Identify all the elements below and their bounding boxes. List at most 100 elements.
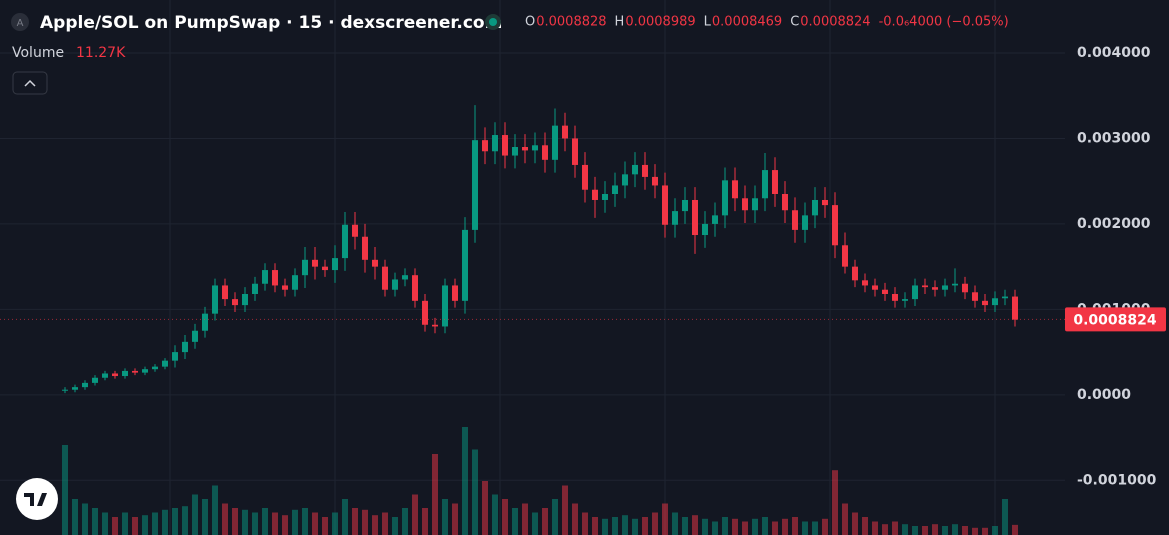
candle-body bbox=[62, 389, 68, 391]
candle-body bbox=[142, 369, 148, 373]
candle-body bbox=[262, 270, 268, 284]
candle-body bbox=[862, 280, 868, 286]
ohlc-legend: O 0.0008828 H 0.0008989 L 0.0008469 C 0.0008824… bbox=[525, 15, 1009, 30]
volume-bar bbox=[262, 508, 268, 535]
candle-body bbox=[582, 164, 588, 190]
candle-body bbox=[572, 138, 578, 165]
candle-body bbox=[332, 258, 338, 271]
candle-body bbox=[152, 366, 158, 370]
volume-bar bbox=[402, 508, 408, 535]
ohlc-key: O bbox=[525, 15, 535, 30]
candle-body bbox=[112, 373, 118, 377]
candle-body bbox=[552, 125, 558, 160]
candle-body bbox=[1012, 296, 1018, 320]
candle-body bbox=[302, 259, 308, 276]
candle-layer bbox=[62, 105, 1018, 394]
volume-bar bbox=[832, 470, 838, 535]
candle-body bbox=[122, 370, 128, 377]
volume-bar bbox=[622, 515, 628, 535]
volume-bar bbox=[392, 517, 398, 535]
candle-body bbox=[292, 275, 298, 290]
volume-bar bbox=[482, 481, 488, 535]
volume-bar bbox=[252, 512, 258, 535]
candle-body bbox=[392, 279, 398, 290]
volume-bar bbox=[472, 449, 478, 535]
candle-body bbox=[842, 245, 848, 267]
y-tick-label: 0.003000 bbox=[1077, 130, 1151, 146]
candle-body bbox=[562, 125, 568, 139]
volume-bar bbox=[852, 512, 858, 535]
candle-body bbox=[182, 341, 188, 353]
volume-bar bbox=[972, 527, 978, 535]
candle-body bbox=[922, 285, 928, 288]
volume-bar bbox=[442, 499, 448, 535]
volume-bar bbox=[782, 518, 788, 535]
candle-body bbox=[532, 145, 538, 151]
candle-body bbox=[272, 270, 278, 286]
candle-body bbox=[72, 387, 78, 390]
volume-bar bbox=[382, 512, 388, 535]
candle-body bbox=[382, 266, 388, 290]
grid bbox=[0, 0, 1065, 535]
volume-bar bbox=[412, 494, 418, 535]
volume-bar bbox=[102, 512, 108, 535]
volume-bar bbox=[152, 512, 158, 535]
candle-body bbox=[462, 229, 468, 301]
candle-body bbox=[482, 140, 488, 152]
candle-body bbox=[812, 199, 818, 216]
volume-bar bbox=[892, 521, 898, 535]
volume-bar bbox=[872, 521, 878, 535]
candle-body bbox=[352, 224, 358, 237]
candle-body bbox=[612, 185, 618, 195]
candle-body bbox=[102, 373, 108, 378]
volume-bar bbox=[602, 518, 608, 535]
volume-bar bbox=[652, 512, 658, 535]
logo-mark bbox=[24, 493, 47, 506]
candle-body bbox=[762, 170, 768, 199]
volume-bar bbox=[142, 515, 148, 535]
volume-bar bbox=[802, 521, 808, 535]
candle-body bbox=[722, 180, 728, 216]
chart-title: Apple/SOL on PumpSwap · 15 · dexscreener… bbox=[40, 13, 502, 33]
volume-bar bbox=[492, 494, 498, 535]
symbol-icon bbox=[11, 13, 29, 31]
volume-bar bbox=[312, 512, 318, 535]
volume-bar bbox=[212, 485, 218, 535]
volume-bar bbox=[352, 508, 358, 535]
logo[interactable] bbox=[16, 478, 58, 520]
volume-bar bbox=[292, 509, 298, 535]
candle-body bbox=[902, 299, 908, 301]
candle-body bbox=[522, 146, 528, 151]
volume-bar bbox=[342, 499, 348, 535]
price-label-box bbox=[1065, 307, 1166, 332]
volume-bar bbox=[772, 521, 778, 535]
collapse-button[interactable] bbox=[12, 71, 48, 95]
volume-value: 11.27K bbox=[76, 45, 126, 61]
candle-body bbox=[742, 198, 748, 211]
volume-bar bbox=[702, 518, 708, 535]
volume-bar bbox=[692, 515, 698, 535]
candle-body bbox=[792, 210, 798, 230]
candle-body bbox=[822, 199, 828, 206]
volume-bar bbox=[232, 508, 238, 535]
candle-body bbox=[212, 285, 218, 314]
candle-body bbox=[422, 300, 428, 325]
candle-body bbox=[1002, 296, 1008, 299]
volume-layer bbox=[62, 427, 1018, 535]
ohlc-key: C bbox=[790, 15, 799, 30]
volume-bar bbox=[192, 494, 198, 535]
volume-bar bbox=[502, 499, 508, 535]
candle-body bbox=[222, 285, 228, 300]
volume-bar bbox=[272, 512, 278, 535]
volume-bar bbox=[882, 524, 888, 535]
candle-body bbox=[632, 164, 638, 175]
price-label: 0.0008824 bbox=[1073, 312, 1157, 328]
volume-bar bbox=[332, 512, 338, 535]
candle-body bbox=[892, 293, 898, 301]
volume-bar bbox=[722, 517, 728, 535]
volume-bar bbox=[982, 527, 988, 535]
volume-bar bbox=[572, 503, 578, 535]
candle-body bbox=[992, 298, 998, 306]
ohlc-change: -0.0₆4000 (−0.05%) bbox=[879, 15, 1009, 30]
